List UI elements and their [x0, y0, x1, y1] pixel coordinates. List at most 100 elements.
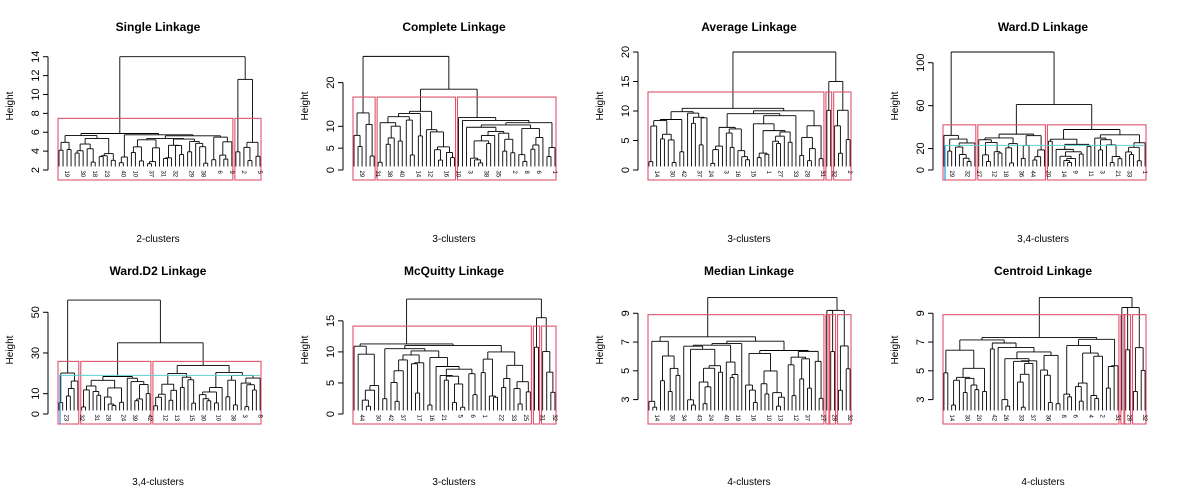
leaf-label: 12: [792, 414, 798, 421]
y-axis-label: Height: [890, 335, 901, 364]
chart-panel-4: Ward.D Linkage 0 20 60 100 Height 3,4-clusters…: [890, 20, 1147, 245]
cluster-box: [376, 96, 457, 181]
cluster-box: [234, 117, 262, 181]
x-axis-label: 3-clusters: [727, 234, 770, 245]
leaf-label: 2: [511, 170, 517, 174]
leaf-label: 20: [1045, 170, 1051, 177]
y-tick-label: 20: [325, 76, 337, 88]
cluster-box: [80, 360, 152, 425]
leaf-label: 12: [990, 170, 996, 177]
leaf-label: 26: [1002, 414, 1008, 421]
leaf-label: 27: [975, 170, 981, 177]
leaf-label: 20: [975, 414, 981, 421]
y-tick-label: 5: [915, 368, 927, 374]
leaf-label: 14: [1060, 170, 1066, 177]
leaf-label: 19: [734, 414, 740, 421]
leaf-label: 33: [510, 414, 516, 421]
leaf-label: 25: [522, 414, 528, 421]
y-tick-label: 7: [915, 339, 927, 345]
leaf-label: 30: [668, 414, 674, 421]
leaf-label: 24: [707, 170, 713, 177]
leaf-label: 14: [414, 170, 420, 177]
leaf-label: 30: [79, 170, 85, 177]
leaf-label: 21: [440, 414, 446, 421]
chart-title: McQuitty Linkage: [404, 264, 504, 278]
y-tick-label: 0: [325, 167, 337, 173]
leaf-label: 17: [416, 414, 422, 421]
leaf-label: 32: [831, 170, 837, 177]
cluster-box: [825, 314, 830, 425]
leaf-label: 5: [457, 414, 463, 418]
y-tick-label: 5: [325, 145, 337, 151]
cluster-box: [532, 325, 541, 425]
chart-title: Complete Linkage: [402, 20, 506, 34]
y-tick-label: 5: [620, 368, 632, 374]
y-tick-label: 6: [30, 129, 42, 135]
leaf-label: 40: [722, 414, 728, 421]
cluster-box: [456, 96, 557, 181]
leaf-label: 28: [804, 170, 810, 177]
y-tick-label: 5: [325, 380, 337, 386]
y-tick-label: 100: [915, 54, 927, 72]
leaf-label: 42: [146, 414, 152, 421]
y-tick-label: 0: [620, 167, 632, 173]
y-tick-label: 50: [30, 306, 42, 318]
leaf-label: 8: [523, 170, 529, 174]
leaf-label: 23: [103, 170, 109, 177]
leaf-label: 33: [1126, 170, 1132, 177]
y-tick-label: 0: [325, 411, 337, 417]
y-axis-label: Height: [5, 91, 16, 120]
leaf-label: 38: [200, 170, 206, 177]
leaf-label: 2: [1099, 414, 1105, 418]
leaf-label: 10: [131, 170, 137, 177]
y-tick-label: 9: [620, 310, 632, 316]
leaf-label: 27: [777, 170, 783, 177]
y-tick-label: 12: [30, 69, 42, 81]
y-tick-label: 15: [325, 315, 337, 327]
leaf-label: 16: [750, 414, 756, 421]
leaf-label: 36: [1017, 170, 1023, 177]
leaf-label: 39: [131, 414, 137, 421]
leaf-label: 6: [469, 414, 475, 418]
cluster-box: [1120, 314, 1125, 425]
y-tick-label: 14: [30, 51, 42, 63]
leaf-label: 1: [551, 170, 557, 174]
leaf-label: 30: [963, 414, 969, 421]
leaf-label: 28: [1126, 414, 1132, 421]
leaf-label: 31: [539, 414, 545, 421]
leaf-label: 24: [707, 414, 713, 421]
x-axis-label: 2-clusters: [136, 234, 179, 245]
leaf-label: 36: [1045, 414, 1051, 421]
y-tick-label: 15: [620, 75, 632, 87]
x-axis-label: 4-clusters: [1021, 477, 1064, 488]
y-tick-label: 10: [30, 88, 42, 100]
y-tick-label: 9: [915, 310, 927, 316]
leaf-label: 29: [358, 170, 364, 177]
leaf-label: 31: [1114, 414, 1120, 421]
y-tick-label: 0: [30, 411, 42, 417]
leaf-label: 15: [188, 414, 194, 421]
leaf-label: 14: [948, 414, 954, 421]
leaf-label: 19: [63, 170, 69, 177]
y-tick-label: 3: [915, 397, 927, 403]
leaf-label: 32: [78, 414, 84, 421]
leaf-label: 32: [846, 414, 852, 421]
cluster-box: [57, 117, 234, 181]
y-tick-label: 7: [620, 339, 632, 345]
y-tick-label: 10: [30, 388, 42, 400]
leaf-label: 29: [948, 170, 954, 177]
y-tick-label: 10: [325, 346, 337, 358]
chart-panel-2: Complete Linkage 0 5 10 20 Height 3-clusters 29…: [300, 20, 557, 245]
leaf-label: 33: [1017, 414, 1023, 421]
leaf-label: 8: [1060, 414, 1066, 418]
leaf-label: 9: [228, 170, 234, 174]
leaf-label: 30: [375, 414, 381, 421]
leaf-label: 31: [93, 414, 99, 421]
leaf-label: 16: [734, 170, 740, 177]
cluster-box: [352, 96, 376, 181]
leaf-label: 16: [428, 414, 434, 421]
y-axis-label: Height: [890, 91, 901, 120]
x-axis-label: 4-clusters: [727, 477, 770, 488]
cluster-box: [836, 314, 852, 425]
leaf-label: 5: [256, 170, 262, 174]
